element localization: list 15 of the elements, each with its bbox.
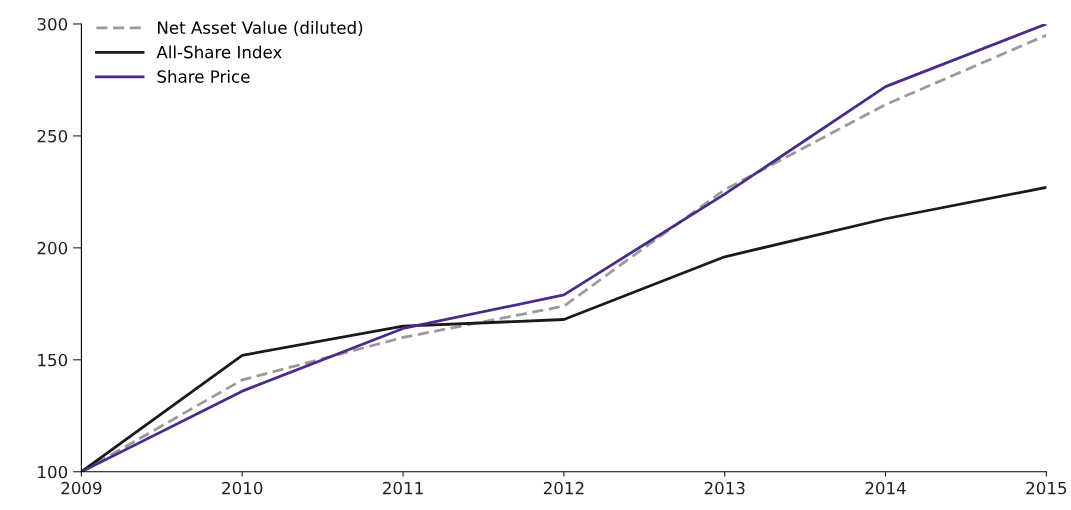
- x-tick-label: 2009: [61, 481, 102, 495]
- x-tick-label: 2011: [383, 481, 423, 495]
- y-tick-label: 150: [38, 353, 68, 367]
- legend-label: All-Share Index: [156, 45, 282, 59]
- y-tick-label: 200: [37, 241, 68, 255]
- y-tick-label: 300: [37, 17, 68, 31]
- x-tick-label: 2013: [704, 481, 745, 495]
- x-tick-label: 2015: [1026, 481, 1067, 495]
- x-tick-label: 2010: [222, 481, 263, 495]
- y-tick-label: 100: [38, 465, 68, 479]
- x-tick-label: 2014: [865, 481, 906, 495]
- x-tick-label: 2012: [543, 481, 584, 495]
- legend-label: Share Price: [157, 69, 250, 83]
- y-tick-label: 250: [37, 129, 68, 143]
- legend-label: Net Asset Value (diluted): [158, 21, 363, 36]
